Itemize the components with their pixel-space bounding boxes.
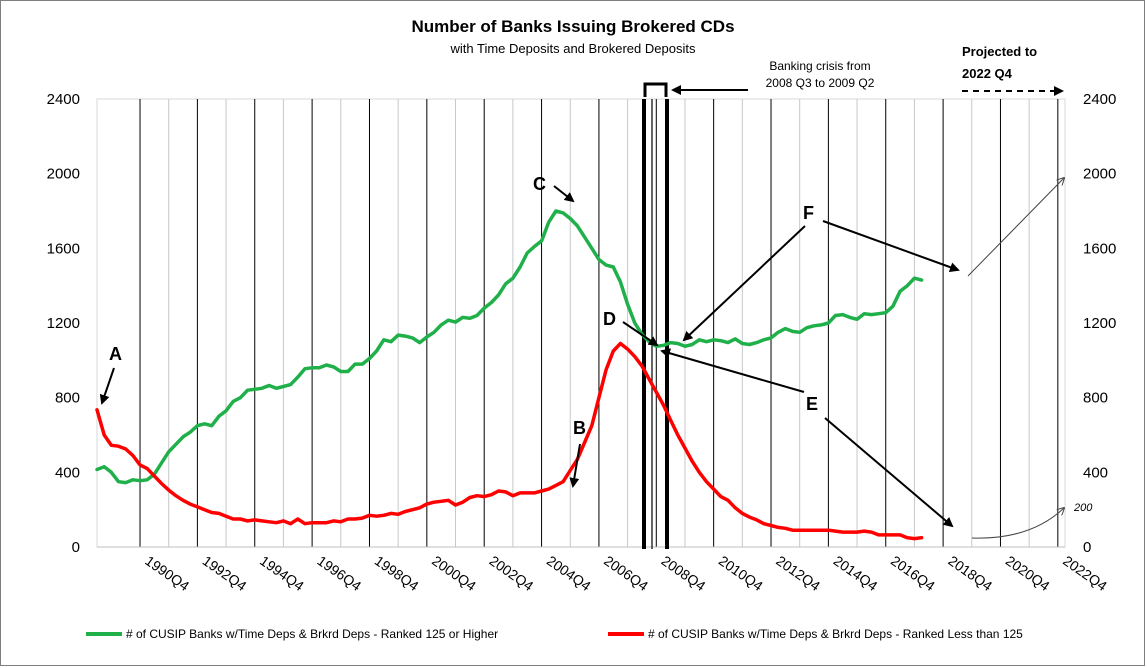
crisis-label-line1: Banking crisis from: [769, 59, 870, 73]
annotation-f: F: [803, 203, 814, 223]
annotation-c-arrow: [553, 185, 575, 203]
annotation-e-arrow-1: [660, 348, 805, 393]
x-tick-label: 1998Q4: [372, 552, 422, 594]
series-line-ranked-less-than-125: [95, 341, 924, 541]
x-tick-label: 2006Q4: [601, 552, 651, 594]
chart-subtitle: with Time Deposits and Brokered Deposits: [450, 41, 696, 56]
y-tick-label-left: 2000: [47, 166, 80, 183]
x-tick-label: 1990Q4: [142, 552, 192, 594]
y-tick-label-right: 2000: [1083, 166, 1116, 183]
plot-area: [96, 98, 1066, 548]
x-tick-label: 2018Q4: [945, 552, 995, 594]
x-tick-label: 2022Q4: [1060, 552, 1110, 594]
x-tick-label: 1994Q4: [257, 552, 307, 594]
annotation-a: A: [109, 344, 122, 364]
y-tick-label-left: 1600: [47, 240, 80, 257]
annotation-a-arrow: [99, 367, 115, 405]
y-tick-label-left: 800: [55, 390, 80, 407]
x-tick-label: 2014Q4: [831, 552, 881, 594]
annotation-c: C: [533, 174, 546, 194]
series-line-ranked-125-or-higher: [95, 209, 924, 485]
crisis-bracket: [643, 82, 668, 97]
annotation-d: D: [603, 309, 616, 329]
y-tick-label-right: 2400: [1083, 91, 1116, 108]
annotation-d-arrow: [622, 321, 659, 347]
annotation-e-arrow-2: [824, 417, 954, 528]
x-tick-label: 2012Q4: [773, 552, 823, 594]
x-axis: 1990Q4 1992Q4 1994Q4 1996Q4 1998Q4 2000Q4 2002…: [142, 552, 1110, 594]
y-axis-right: 0 400 800 1200 1600 2000 2400: [1083, 91, 1116, 556]
y-tick-label-left: 2400: [47, 91, 80, 108]
y-tick-label-left: 400: [55, 464, 80, 481]
series-layer: [95, 209, 924, 541]
x-tick-label: 2002Q4: [486, 552, 536, 594]
y-tick-label-right: 800: [1083, 390, 1108, 407]
x-tick-label: 2000Q4: [429, 552, 479, 594]
x-tick-label: 1996Q4: [314, 552, 364, 594]
x-tick-label: 2008Q4: [659, 552, 709, 594]
annotation-b: B: [573, 418, 586, 438]
annotation-f-arrow-2: [822, 220, 960, 272]
legend: # of CUSIP Banks w/Time Deps & Brkrd Dep…: [86, 627, 1023, 641]
crisis-label-line2: 2008 Q3 to 2009 Q2: [766, 76, 875, 90]
y-tick-label-right: 0: [1083, 539, 1091, 556]
crisis-marker: Banking crisis from 2008 Q3 to 2009 Q2: [642, 59, 875, 549]
legend-label-red: # of CUSIP Banks w/Time Deps & Brkrd Dep…: [648, 627, 1023, 641]
annotation-b-arrow: [569, 443, 581, 488]
annotation-f-arrow-1: [682, 225, 806, 342]
y-tick-label-right: 1200: [1083, 315, 1116, 332]
projection-arrow-green: [967, 178, 1064, 277]
x-tick-label: 1992Q4: [200, 552, 250, 594]
y-tick-label-left: 0: [72, 539, 80, 556]
y-tick-label-right: 400: [1083, 464, 1108, 481]
legend-label-green: # of CUSIP Banks w/Time Deps & Brkrd Dep…: [126, 627, 498, 641]
plot-border: [96, 98, 1066, 548]
projection-arrow-red: [971, 508, 1064, 539]
chart-title: Number of Banks Issuing Brokered CDs: [411, 17, 734, 36]
y-tick-label-right: 1600: [1083, 240, 1116, 257]
projected-label-line2: 2022 Q4: [962, 66, 1013, 81]
y-tick-label-left: 1200: [47, 315, 80, 332]
projection-value-label: 200: [1073, 502, 1093, 514]
x-tick-label: 2004Q4: [544, 552, 594, 594]
annotations: A B C D E F Projected to 2022 Q4 200: [99, 44, 1093, 539]
x-tick-label: 2016Q4: [888, 552, 938, 594]
vertical-gridlines: [97, 99, 1065, 548]
annotation-e: E: [806, 394, 818, 414]
x-tick-label: 2010Q4: [716, 552, 766, 594]
projected-label-line1: Projected to: [962, 44, 1037, 59]
y-axis-left: 0 400 800 1200 1600 2000 2400: [47, 91, 80, 556]
x-tick-label: 2020Q4: [1003, 552, 1053, 594]
